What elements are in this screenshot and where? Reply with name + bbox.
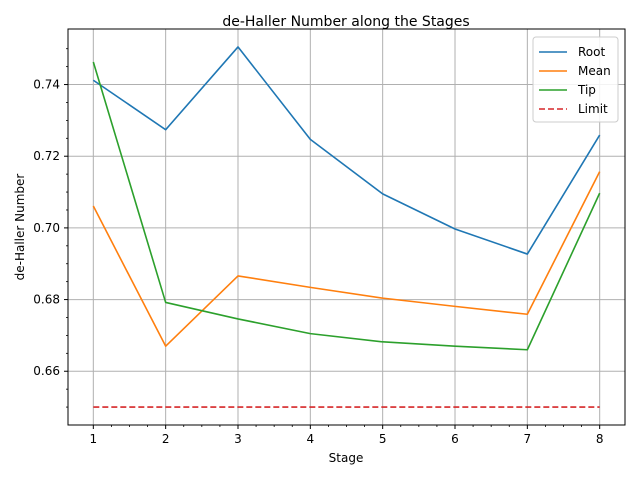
y-tick-label: 0.74: [33, 78, 60, 92]
legend-label: Mean: [578, 64, 611, 78]
series-line-mean: [92, 171, 601, 347]
y-tick-label: 0.72: [33, 149, 60, 163]
y-tick-label: 0.66: [33, 364, 60, 378]
series-layer: [92, 46, 601, 408]
legend: Root Mean Tip Limit: [532, 36, 619, 123]
chart-title: de-Haller Number along the Stages: [222, 14, 469, 30]
x-tick-label: 8: [596, 432, 604, 446]
x-tick-label: 4: [307, 432, 315, 446]
x-axis-label: Stage: [329, 451, 364, 465]
y-tick-label: 0.70: [33, 221, 60, 235]
legend-label: Tip: [577, 83, 596, 97]
legend-box: [532, 36, 619, 123]
series-line-tip: [92, 61, 601, 351]
legend-label: Limit: [578, 102, 608, 116]
x-tick-label: 5: [379, 432, 387, 446]
x-tick-label: 1: [89, 432, 97, 446]
x-tick-label: 6: [451, 432, 459, 446]
y-axis-label: de-Haller Number: [13, 174, 27, 281]
ticks: 1 2 3 4 5 6 7 8 0.66 0.68 0.70 0.72 0.74: [33, 48, 604, 446]
x-tick-label: 3: [234, 432, 242, 446]
legend-label: Root: [578, 45, 605, 59]
x-tick-label: 7: [524, 432, 532, 446]
series-line-root: [92, 46, 601, 255]
y-tick-label: 0.68: [33, 293, 60, 307]
x-tick-label: 2: [162, 432, 170, 446]
